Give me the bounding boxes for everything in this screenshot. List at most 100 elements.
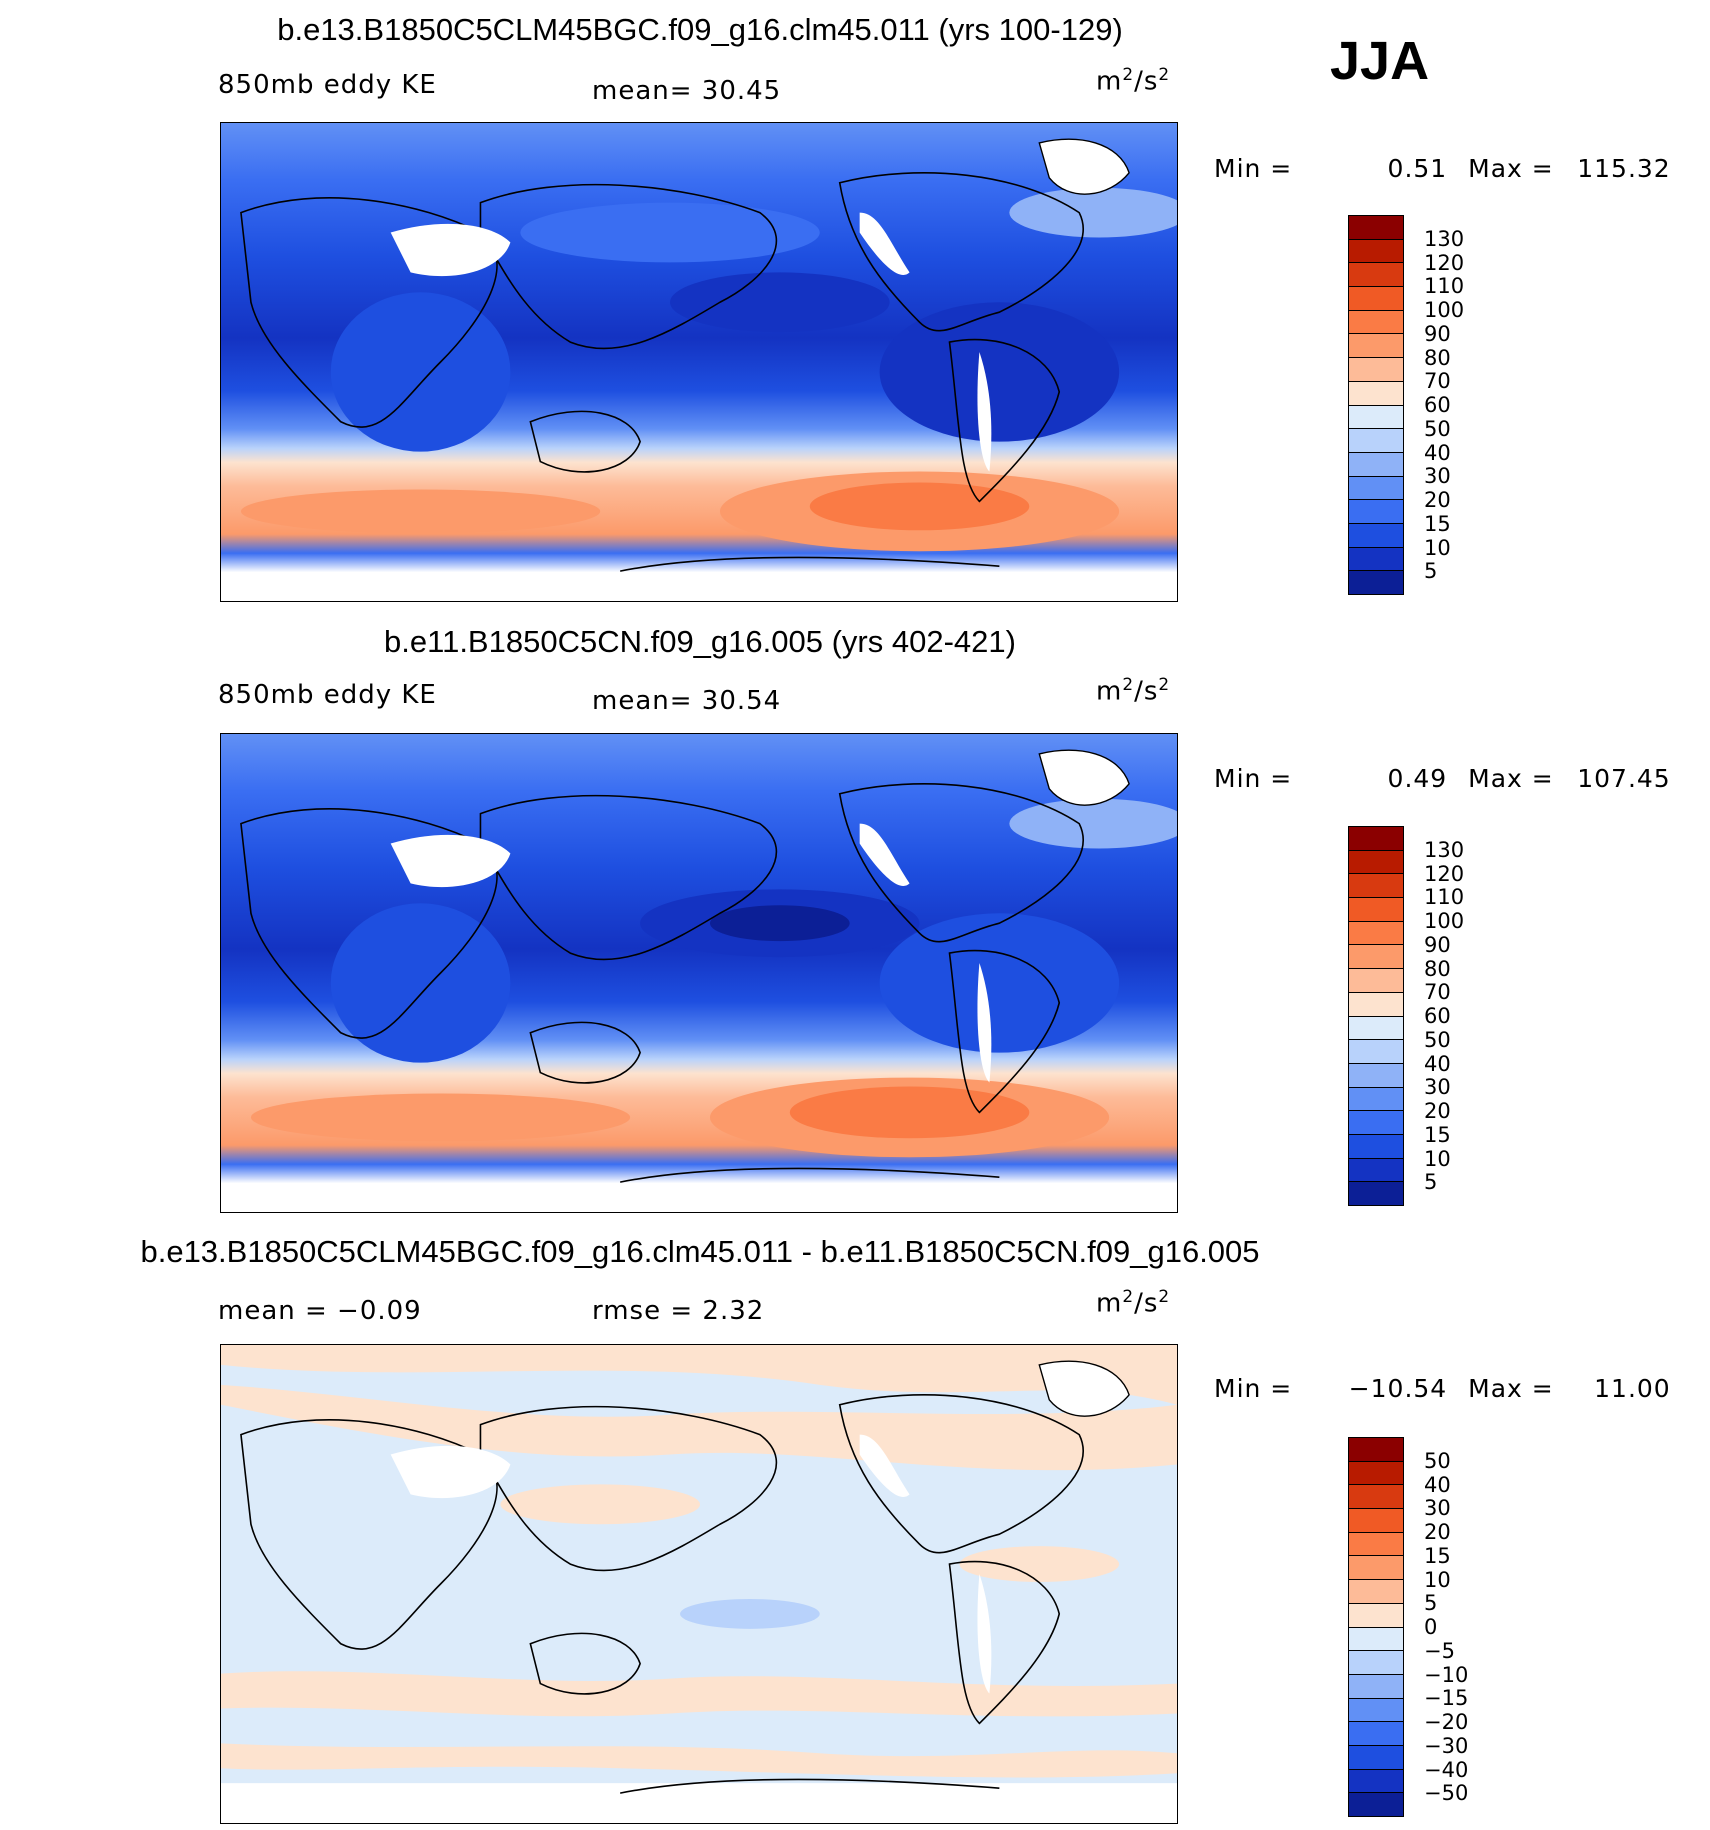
colorbar-segment [1349,1603,1403,1628]
colorbar-label: 80 [1424,956,1451,981]
colorbar-segment [1349,571,1403,594]
colorbar-label: 110 [1424,885,1465,910]
panel-3-title: b.e13.B1850C5CLM45BGC.f09_g16.clm45.011 … [140,1234,1260,1269]
colorbar-segment [1349,898,1403,922]
colorbar-label: −15 [1424,1686,1469,1711]
panel-3-units: m2/s2 [1096,1286,1171,1319]
colorbar-segment [1349,1158,1403,1183]
colorbar-segment [1349,1040,1403,1064]
colorbar-label: 10 [1424,535,1451,560]
colorbar-label: 80 [1424,345,1451,370]
colorbar-segment [1349,1674,1403,1699]
colorbar-segment [1349,1556,1403,1581]
panel-1-map [220,122,1178,602]
colorbar-label: −20 [1424,1710,1469,1734]
panel-1-units: m2/s2 [1096,64,1171,97]
colorbar-label: 40 [1424,440,1451,465]
panel-1-mean: mean= 30.45 [592,76,782,106]
colorbar-segment [1349,1063,1403,1088]
colorbar-label: 50 [1424,416,1451,441]
colorbar-segment [1349,1769,1403,1794]
colorbar-segment [1349,1182,1403,1205]
colorbar-segment [1349,523,1403,548]
colorbar-label: 5 [1424,559,1438,584]
colorbar-segment [1349,334,1403,359]
colorbar-label: 30 [1424,1496,1451,1521]
colorbar-label: 5 [1424,1170,1438,1195]
panel-2-mean: mean= 30.54 [592,686,782,716]
colorbar-segment [1349,452,1403,477]
colorbar-segment [1349,1461,1403,1486]
colorbar-segment [1349,992,1403,1017]
colorbar-label: 90 [1424,932,1451,957]
colorbar-label: 100 [1424,909,1465,933]
colorbar-segment [1349,1509,1403,1533]
colorbar-label: 60 [1424,393,1451,417]
colorbar-segment [1349,1532,1403,1557]
colorbar-label: 50 [1424,1027,1451,1052]
colorbar-segment [1349,287,1403,311]
colorbar-label: 10 [1424,1567,1451,1592]
panel-2-variable-label: 850mb eddy KE [218,680,437,710]
colorbar-label: 40 [1424,1472,1451,1497]
colorbar-segment [1349,921,1403,946]
colorbar-segment [1349,1016,1403,1041]
colorbar-segment [1349,263,1403,288]
panel-2-minmax: Min = 0.49 Max = 107.45 [1214,764,1671,793]
colorbar-label: 100 [1424,298,1465,322]
colorbar-label: 120 [1424,861,1465,886]
colorbar-label: 5 [1424,1591,1438,1616]
panel-2-title: b.e11.B1850C5CN.f09_g16.005 (yrs 402-421… [384,624,1016,659]
colorbar-label: 60 [1424,1004,1451,1028]
colorbar-segment [1349,1745,1403,1770]
colorbar-label: 15 [1424,1122,1451,1147]
panel-2-map [220,733,1178,1213]
season-label: JJA [1330,31,1430,91]
colorbar-label: −10 [1424,1662,1469,1687]
colorbar-segment [1349,874,1403,899]
panel-1-title: b.e13.B1850C5CLM45BGC.f09_g16.clm45.011 … [277,12,1123,47]
colorbar-segment [1349,216,1403,240]
colorbar-label: 30 [1424,464,1451,489]
panel-3-minmax: Min = −10.54 Max = 11.00 [1214,1374,1671,1403]
panel-1-variable-label: 850mb eddy KE [218,70,437,100]
colorbar-segment [1349,358,1403,382]
colorbar-label: 130 [1424,226,1465,251]
colorbar-segment [1349,381,1403,406]
colorbar-label: 10 [1424,1146,1451,1171]
panel-3-map-svg [221,1345,1177,1823]
panel-2-units: m2/s2 [1096,674,1171,707]
colorbar-segment [1349,1087,1403,1112]
colorbar-segment [1349,969,1403,993]
panel-3-mean: mean = −0.09 [218,1296,422,1326]
colorbar-label: 30 [1424,1075,1451,1100]
colorbar-segment [1349,547,1403,572]
colorbar-label: −50 [1424,1781,1469,1806]
colorbar-label: 130 [1424,837,1465,862]
colorbar-segment [1349,1793,1403,1816]
colorbar-segment [1349,1134,1403,1159]
colorbar-label: 20 [1424,488,1451,512]
colorbar-segment [1349,405,1403,430]
colorbar-label: 0 [1424,1615,1438,1639]
panel-1-minmax: Min = 0.51 Max = 115.32 [1214,154,1671,183]
colorbar-segment [1349,1651,1403,1675]
colorbar-label: 70 [1424,369,1451,394]
panel-2-map-svg [221,734,1177,1212]
colorbar-label: −30 [1424,1733,1469,1758]
colorbar-segment [1349,1722,1403,1746]
panel-1-map-svg [221,123,1177,601]
panel-1-colorbar [1348,215,1404,595]
colorbar-segment [1349,310,1403,335]
colorbar-segment [1349,500,1403,524]
panel-3-colorbar [1348,1437,1404,1817]
colorbar-label: 15 [1424,511,1451,536]
colorbar-label: −40 [1424,1757,1469,1782]
colorbar-segment [1349,1627,1403,1652]
colorbar-segment [1349,239,1403,264]
colorbar-segment [1349,1438,1403,1462]
colorbar-label: 90 [1424,321,1451,346]
colorbar-segment [1349,1698,1403,1723]
colorbar-label: 120 [1424,250,1465,275]
panel-2-colorbar [1348,826,1404,1206]
